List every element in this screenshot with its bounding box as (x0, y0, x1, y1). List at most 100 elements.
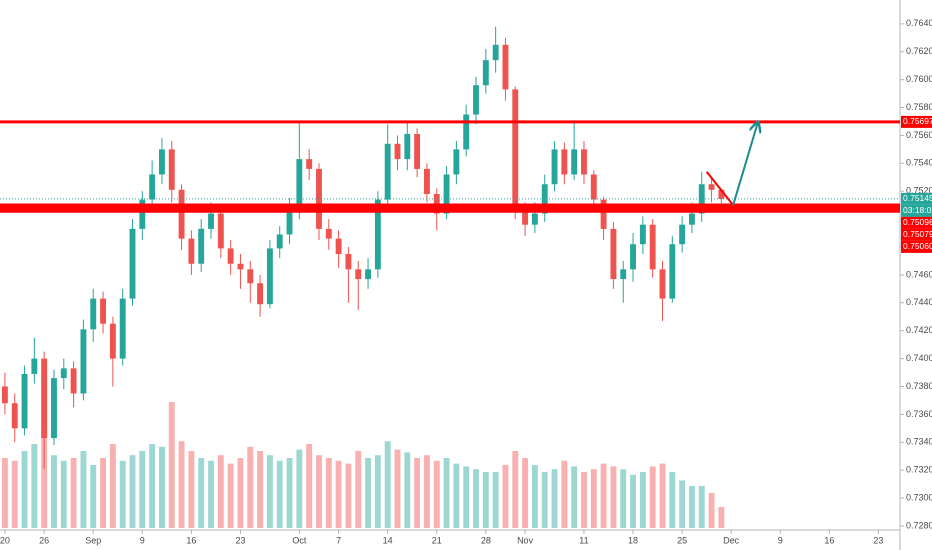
candle-body (335, 238, 342, 254)
candle-body (227, 248, 234, 264)
candle-body (679, 224, 686, 245)
price-label: 03:18:02 (903, 205, 932, 215)
candle-body (394, 143, 401, 160)
candle-body (198, 228, 205, 264)
volume-bar (659, 463, 666, 528)
volume-bar (227, 463, 234, 528)
volume-bar (149, 444, 156, 528)
volume-bar (188, 451, 195, 528)
x-tick-label: 9 (778, 535, 783, 545)
volume-bar (208, 460, 214, 528)
x-tick-label: Sep (85, 535, 101, 545)
x-tick-label: 21 (432, 535, 442, 545)
candle-body (551, 149, 558, 185)
candle-body (669, 244, 676, 299)
volume-bar (669, 472, 676, 528)
volume-bar (384, 441, 391, 528)
candle-body (541, 184, 548, 214)
candle-body (581, 149, 587, 175)
volume-bar (512, 451, 519, 528)
candle-body (158, 149, 165, 175)
x-tick-label: 26 (39, 535, 49, 545)
volume-bar (571, 466, 578, 528)
volume-bar (473, 469, 479, 528)
volume-bar (198, 458, 205, 528)
volume-bar (139, 451, 146, 528)
candle-body (178, 189, 185, 239)
volume-bar (80, 451, 87, 528)
volume-bar (257, 451, 264, 528)
volume-bar (11, 460, 18, 528)
candle-body (31, 358, 38, 374)
candle-body (119, 298, 126, 359)
candle-body (109, 323, 116, 359)
x-tick-label: 16 (186, 535, 196, 545)
volume-bar (21, 451, 28, 528)
candle-body (610, 228, 617, 280)
volume-bar (443, 458, 450, 528)
volume-bar (217, 455, 224, 528)
volume-bar (688, 486, 695, 528)
volume-bar (531, 465, 538, 528)
candle-body (247, 269, 254, 284)
price-label: 0.75098 (903, 217, 932, 227)
candle-body (561, 149, 568, 175)
candle-body (41, 358, 48, 439)
candle-body (90, 298, 97, 330)
volume-bar (551, 469, 558, 528)
volume-bar (679, 480, 686, 528)
volume-bar (492, 472, 499, 528)
candle-body (266, 248, 273, 305)
volume-bar (581, 472, 587, 528)
volume-bar (296, 449, 303, 528)
volume-bar (365, 458, 371, 528)
x-tick-label: 7 (336, 535, 341, 545)
x-tick-label: 11 (579, 535, 588, 545)
volume-bar (1, 458, 8, 528)
candle-body (531, 213, 538, 225)
volume-bar (561, 460, 568, 528)
price-label-bg (901, 240, 932, 253)
candle-body (414, 134, 421, 169)
candle-body (482, 60, 489, 86)
y-tick-label: 0.76400 (906, 18, 932, 28)
volume-bar (266, 455, 273, 528)
trend-arrow (732, 123, 758, 206)
x-tick-label: 23 (235, 535, 245, 545)
volume-bar (718, 507, 725, 528)
volume-bar (590, 469, 597, 528)
candle-body (100, 298, 106, 324)
price-label-bg (901, 228, 932, 241)
volume-bar (630, 474, 636, 528)
candle-body (502, 44, 509, 90)
candle-body (649, 224, 656, 270)
candle-body (453, 149, 460, 175)
candle-body (708, 184, 715, 190)
candle-body (139, 199, 146, 229)
price-label: 0.75697 (903, 116, 932, 126)
candle-body (21, 373, 28, 429)
volume-bar (355, 451, 362, 528)
price-label-bg (901, 115, 932, 128)
trend-line (705, 171, 734, 206)
volume-bar (306, 444, 313, 528)
candle-body (423, 168, 430, 195)
volume-bar (276, 460, 283, 528)
candle-body (688, 213, 695, 225)
volume-bar (237, 458, 244, 528)
x-tick-label: 28 (481, 535, 491, 545)
price-label: 0.75145 (903, 193, 932, 203)
candle-body (620, 269, 627, 280)
volume-bar (325, 458, 332, 528)
